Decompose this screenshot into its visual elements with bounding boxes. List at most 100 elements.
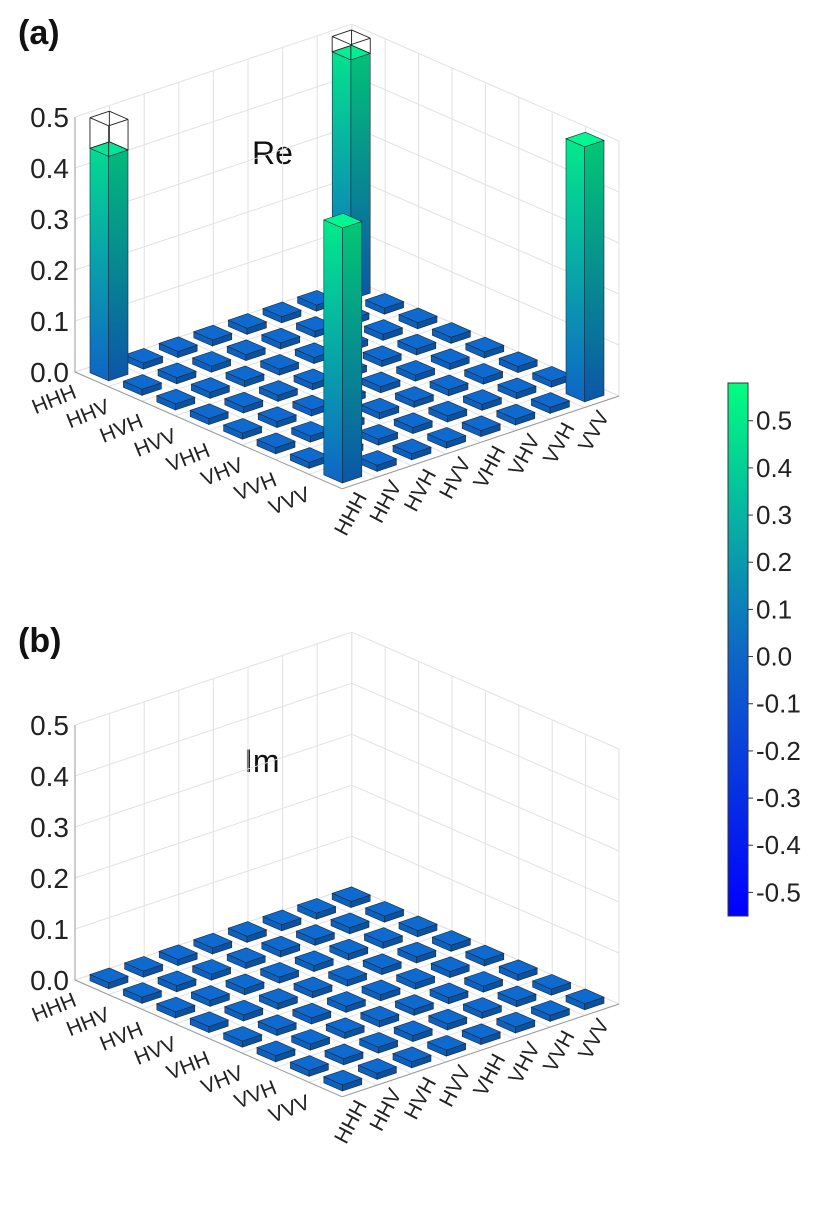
ideal-edge	[89, 110, 110, 119]
bar-top	[495, 1011, 536, 1028]
ideal-edge	[89, 117, 109, 127]
bar-top	[257, 406, 298, 422]
bar	[262, 301, 302, 324]
part-label-im: Im	[244, 743, 280, 779]
bar	[462, 389, 503, 411]
bar	[123, 956, 164, 978]
bar	[497, 377, 537, 400]
bar	[227, 313, 268, 335]
grid-line	[351, 784, 620, 903]
axis-line	[342, 1003, 620, 1098]
bar	[358, 424, 399, 446]
bar	[495, 403, 536, 426]
bar-top	[122, 374, 163, 390]
ideal-edge	[109, 141, 129, 151]
colorbar-tick-label: -0.3	[756, 783, 801, 813]
bar	[322, 213, 363, 484]
ideal-edge	[351, 44, 371, 54]
z-tick-label: 0.1	[30, 306, 69, 337]
bar	[461, 1023, 502, 1046]
bar	[427, 400, 468, 423]
bar	[293, 976, 333, 999]
bar	[361, 371, 401, 394]
bar-top	[395, 968, 436, 984]
ideal-edge	[332, 29, 352, 37]
bar-top	[331, 886, 372, 902]
grid-line	[351, 682, 620, 801]
bar-top	[322, 213, 363, 229]
bar-top	[296, 898, 337, 914]
bar-face	[89, 147, 109, 382]
bar	[395, 968, 436, 990]
bar-top	[498, 959, 539, 975]
bar-top	[359, 397, 400, 414]
bar	[222, 1026, 263, 1048]
bar	[359, 397, 400, 420]
bar	[393, 412, 434, 435]
bar-top	[431, 930, 472, 946]
bar-top	[324, 1043, 364, 1060]
bar	[362, 953, 403, 976]
bar-top	[259, 962, 300, 978]
bar	[462, 997, 503, 1019]
bar-top	[157, 970, 197, 987]
bar-top	[430, 956, 471, 972]
bar	[531, 974, 572, 996]
bar-top	[256, 432, 296, 449]
bar	[189, 403, 230, 426]
bar	[192, 932, 233, 955]
bar-top	[290, 1029, 331, 1045]
colorbar-tick-label: 0.3	[756, 500, 792, 530]
bar	[262, 909, 302, 932]
bar	[122, 374, 163, 396]
bar-top	[463, 363, 504, 379]
bar	[357, 1058, 398, 1080]
panel-label-b: (b)	[18, 622, 61, 660]
bar-top	[190, 377, 231, 393]
panel-imaginary-part: (b) Im 0.0 0.1 0.2 0.3 0.4 0.5 HHHHHVHVHHVVVH…	[18, 622, 620, 1148]
bar-top	[227, 921, 268, 937]
bar-top	[223, 391, 264, 408]
panel-label-a: (a)	[18, 14, 60, 52]
bar	[464, 944, 505, 967]
bar	[225, 973, 265, 996]
bar	[157, 970, 197, 993]
bar	[190, 377, 231, 399]
colorbar-gradient	[727, 382, 749, 917]
bar-top	[262, 909, 302, 926]
bar	[392, 438, 432, 461]
bar-face	[584, 139, 605, 403]
colorbar: 0.5 0.4 0.3 0.2 0.1 0.0 -0.1 -0.2 -0.3 -0.4 -0.5	[727, 382, 801, 917]
bar	[464, 336, 505, 359]
ideal-edge	[332, 44, 352, 53]
bar-top	[222, 418, 263, 434]
grid-line	[74, 631, 352, 726]
bar-top	[362, 345, 403, 361]
bar-top	[158, 336, 199, 352]
bar	[431, 930, 472, 952]
bar-top	[189, 403, 230, 419]
bar	[565, 988, 605, 1011]
bar	[322, 1069, 363, 1092]
bar	[158, 336, 199, 359]
bar-top	[464, 944, 505, 961]
bar-top	[429, 982, 469, 999]
bar	[225, 365, 265, 388]
bar-top	[155, 388, 196, 405]
bar-top	[191, 351, 232, 367]
bar-top	[155, 996, 196, 1013]
bar-top	[393, 412, 434, 428]
bar-top	[258, 988, 299, 1004]
bar	[192, 324, 233, 347]
ideal-edge	[89, 141, 110, 149]
grid-line	[74, 682, 352, 777]
bar-top	[427, 400, 468, 417]
bar	[394, 994, 435, 1016]
bar	[257, 406, 298, 429]
bar	[330, 912, 370, 935]
bar-top	[293, 976, 333, 993]
bar	[530, 1000, 571, 1022]
colorbar-tick-label: -0.2	[756, 736, 801, 766]
bar	[363, 319, 404, 341]
bar	[289, 1055, 330, 1077]
